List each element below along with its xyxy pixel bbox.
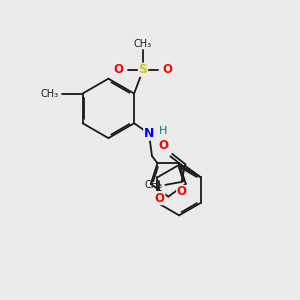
Text: N: N — [144, 127, 154, 140]
Text: CH₃: CH₃ — [144, 180, 162, 190]
Text: O: O — [162, 63, 172, 76]
Text: O: O — [158, 139, 168, 152]
Text: CH₃: CH₃ — [41, 88, 59, 98]
Text: O: O — [155, 192, 165, 205]
Text: O: O — [177, 185, 187, 199]
Text: H: H — [158, 126, 167, 136]
Text: O: O — [114, 63, 124, 76]
Text: S: S — [139, 63, 148, 76]
Text: CH₃: CH₃ — [134, 39, 152, 49]
